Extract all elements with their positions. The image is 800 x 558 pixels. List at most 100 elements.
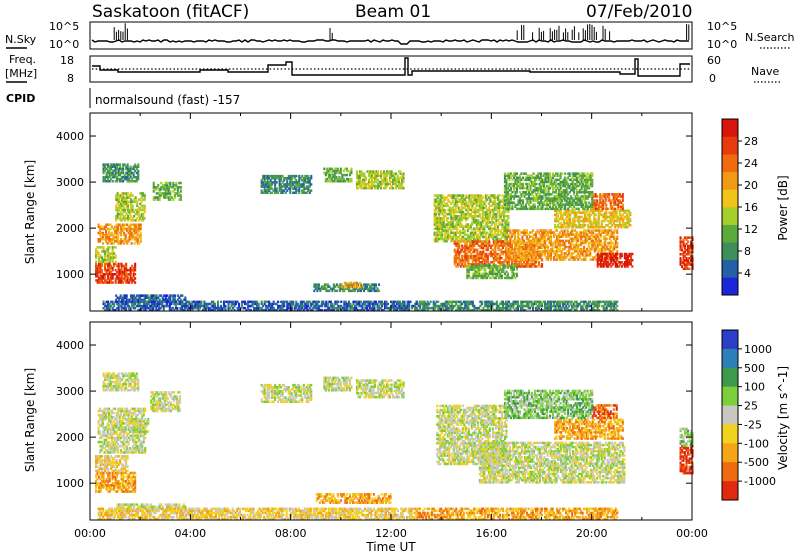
- data-cell: [460, 240, 462, 243]
- data-cell: [616, 253, 618, 256]
- data-cell: [134, 281, 136, 284]
- nave-tick-high: 60: [707, 54, 721, 67]
- data-cell: [538, 261, 540, 264]
- data-cell: [363, 172, 365, 175]
- data-cell: [488, 240, 490, 243]
- data-cell: [507, 221, 509, 224]
- data-cell: [537, 258, 539, 261]
- freq-line: [92, 58, 690, 76]
- data-cell: [378, 290, 380, 293]
- data-cell: [444, 209, 446, 212]
- data-cell: [127, 163, 129, 166]
- data-cell: [310, 189, 312, 192]
- data-cell: [522, 183, 524, 186]
- nsky-frame: [90, 22, 692, 49]
- data-cell: [175, 182, 177, 185]
- data-cell: [631, 265, 633, 268]
- nsky-strip: N.Sky 10^5 10^0 10^5 10^0 N.Search: [5, 20, 795, 51]
- nsearch-label: N.Search: [745, 31, 795, 44]
- data-cell: [547, 246, 549, 249]
- data-cell: [346, 174, 348, 177]
- nsky-line: [92, 40, 689, 44]
- data-cell: [501, 275, 503, 278]
- station-title: Saskatoon (fitACF): [92, 2, 249, 22]
- data-cell: [340, 168, 342, 171]
- data-cell: [595, 214, 597, 217]
- data-cell: [134, 263, 136, 266]
- data-cell: [180, 182, 182, 185]
- data-cell: [131, 242, 133, 245]
- data-cell: [629, 212, 631, 215]
- data-cell: [180, 194, 182, 197]
- data-cell: [356, 170, 358, 173]
- data-cell: [516, 266, 518, 269]
- data-cell: [533, 172, 535, 175]
- data-cell: [498, 194, 500, 197]
- data-cell: [403, 187, 405, 190]
- cpid-label: CPID: [6, 92, 35, 105]
- data-cell: [536, 183, 538, 186]
- data-cell: [295, 175, 297, 178]
- data-cell: [462, 194, 464, 197]
- data-cell: [377, 170, 379, 173]
- data-cell: [102, 242, 104, 245]
- nsearch-tick-low: 10^0: [707, 38, 737, 51]
- data-cell: [561, 172, 563, 175]
- data-cell: [532, 229, 534, 232]
- nsky-spikes: [114, 23, 689, 40]
- freq-tick-low: 8: [67, 72, 74, 85]
- data-cell: [169, 182, 171, 185]
- nave-tick-low: 0: [709, 72, 716, 85]
- data-cell: [631, 253, 633, 256]
- data-cell: [140, 224, 142, 227]
- data-cell: [310, 183, 312, 186]
- data-cell: [126, 294, 128, 297]
- freq-frame: [90, 56, 692, 82]
- data-cell: [507, 215, 509, 218]
- data-cell: [115, 254, 117, 257]
- data-cell: [631, 259, 633, 262]
- data-cell: [140, 232, 142, 235]
- data-cell: [499, 264, 501, 267]
- data-cell: [181, 294, 183, 297]
- data-cell: [506, 229, 508, 232]
- data-cell: [134, 277, 136, 280]
- data-cell: [137, 170, 139, 173]
- data-cell: [541, 258, 543, 261]
- data-cell: [629, 218, 631, 221]
- data-cell: [607, 208, 609, 211]
- data-cell: [596, 199, 598, 202]
- data-cell: [350, 178, 352, 181]
- data-cell: [556, 229, 558, 232]
- data-cell: [564, 229, 566, 232]
- data-cell: [516, 172, 518, 175]
- data-cell: [616, 250, 618, 253]
- date-title: 07/Feb/2010: [586, 2, 692, 22]
- cpid-value: normalsound (fast) -157: [95, 93, 240, 107]
- data-cell: [605, 204, 607, 207]
- data-cell: [95, 261, 97, 264]
- data-cell: [180, 186, 182, 189]
- data-cell: [541, 263, 543, 266]
- data-cell: [341, 284, 343, 287]
- data-cell: [600, 240, 602, 243]
- data-cell: [534, 248, 536, 251]
- data-cell: [500, 257, 502, 260]
- data-cell: [276, 187, 278, 190]
- data-cell: [386, 179, 388, 182]
- data-cell: [115, 261, 117, 264]
- data-cell: [323, 168, 325, 171]
- data-cell: [608, 193, 610, 196]
- data-cell: [464, 230, 466, 233]
- data-cell: [507, 273, 509, 276]
- data-cell: [485, 205, 487, 208]
- beam-title: Beam 01: [355, 2, 431, 22]
- data-cell: [144, 194, 146, 197]
- data-cell: [109, 246, 111, 249]
- data-cell: [336, 290, 338, 293]
- data-cell: [400, 170, 402, 173]
- data-cell: [403, 172, 405, 175]
- data-cell: [345, 282, 347, 285]
- data-cell: [157, 184, 159, 187]
